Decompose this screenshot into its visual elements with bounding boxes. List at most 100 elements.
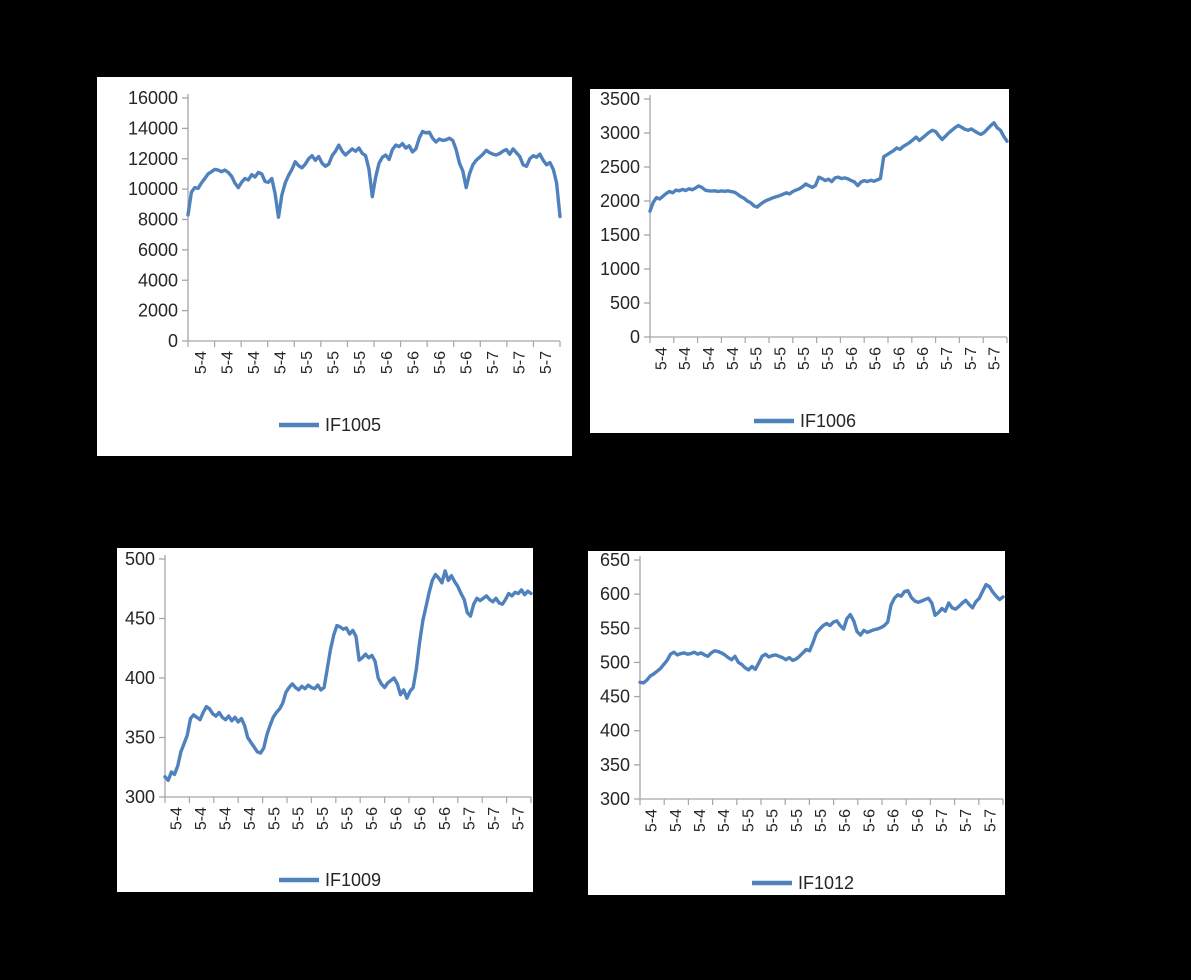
x-tick-label: 5-5 bbox=[315, 807, 332, 830]
x-tick-label: 5-5 bbox=[820, 347, 837, 370]
x-tick-label: 5-6 bbox=[413, 807, 430, 830]
x-tick-label: 5-5 bbox=[299, 351, 316, 374]
y-tick-label: 14000 bbox=[128, 118, 178, 138]
x-tick-label: 5-6 bbox=[459, 351, 476, 374]
x-tick-label: 5-5 bbox=[765, 809, 782, 832]
x-tick-label: 5-6 bbox=[379, 351, 396, 374]
y-tick-label: 400 bbox=[600, 721, 630, 741]
x-tick-label: 5-6 bbox=[837, 809, 854, 832]
x-tick-label: 5-6 bbox=[861, 809, 878, 832]
y-tick-label: 3000 bbox=[600, 123, 640, 143]
x-tick-label: 5-5 bbox=[352, 351, 369, 374]
x-tick-label: 5-6 bbox=[868, 347, 885, 370]
x-tick-label: 5-5 bbox=[291, 807, 308, 830]
x-tick-label: 5-4 bbox=[677, 347, 694, 370]
x-tick-label: 5-5 bbox=[772, 347, 789, 370]
chart-panel-if1006: 3500 3000 2500 2000 1500 1000 500 0 5-4 5-4 5-4 5-4… bbox=[590, 89, 1009, 433]
x-tick-label: 5-4 bbox=[273, 351, 290, 374]
y-tick-label: 8000 bbox=[138, 210, 178, 230]
line-chart-if1012: 650 600 550 500 450 400 350 300 5-4 5-4 5-4 5-4 5-5 5… bbox=[600, 551, 1005, 893]
y-tick-label: 350 bbox=[125, 728, 155, 748]
x-tick-label: 5-5 bbox=[796, 347, 813, 370]
y-tick-label: 0 bbox=[630, 327, 640, 347]
y-tick-label: 2000 bbox=[138, 301, 178, 321]
y-tick-label: 6000 bbox=[138, 240, 178, 260]
x-tick-label: 5-7 bbox=[934, 809, 951, 832]
x-tick-label: 5-7 bbox=[987, 347, 1004, 370]
y-tick-label: 4000 bbox=[138, 270, 178, 290]
x-tick-label: 5-6 bbox=[915, 347, 932, 370]
x-tick-label: 5-4 bbox=[193, 807, 210, 830]
y-tick-label: 16000 bbox=[128, 88, 178, 108]
y-tick-label: 500 bbox=[125, 549, 155, 569]
y-tick-label: 500 bbox=[600, 652, 630, 672]
legend-label: IF1006 bbox=[800, 411, 856, 431]
x-tick-label: 5-4 bbox=[692, 809, 709, 832]
y-tick-label: 450 bbox=[125, 609, 155, 629]
x-tick-label: 5-7 bbox=[963, 347, 980, 370]
x-tick-label: 5-5 bbox=[789, 809, 806, 832]
x-tick-label: 5-7 bbox=[486, 807, 503, 830]
x-tick-label: 5-5 bbox=[340, 807, 357, 830]
x-tick-label: 5-5 bbox=[326, 351, 343, 374]
x-tick-label: 5-7 bbox=[939, 347, 956, 370]
series-line-if1006 bbox=[648, 121, 1009, 213]
line-chart-if1005: 16000 14000 12000 10000 8000 6000 4000 2000 0 5-4… bbox=[128, 88, 562, 435]
x-tick-label: 5-6 bbox=[388, 807, 405, 830]
x-tick-label: 5-7 bbox=[982, 809, 999, 832]
x-tick-label: 5-6 bbox=[405, 351, 422, 374]
y-tick-label: 550 bbox=[600, 618, 630, 638]
x-tick-label: 5-6 bbox=[432, 351, 449, 374]
y-tick-label: 500 bbox=[610, 293, 640, 313]
x-tick-label: 5-4 bbox=[644, 809, 661, 832]
x-tick-label: 5-7 bbox=[958, 809, 975, 832]
y-tick-label: 3500 bbox=[600, 89, 640, 109]
x-tick-label: 5-4 bbox=[653, 347, 670, 370]
x-tick-label: 5-4 bbox=[716, 809, 733, 832]
y-tick-label: 300 bbox=[600, 789, 630, 809]
x-tick-label: 5-6 bbox=[437, 807, 454, 830]
y-tick-label: 450 bbox=[600, 687, 630, 707]
x-tick-label: 5-5 bbox=[813, 809, 830, 832]
x-tick-label: 5-5 bbox=[266, 807, 283, 830]
series-line-if1005 bbox=[186, 129, 562, 219]
y-tick-label: 300 bbox=[125, 787, 155, 807]
x-tick-label: 5-6 bbox=[886, 809, 903, 832]
legend-label: IF1009 bbox=[325, 870, 381, 890]
x-tick-label: 5-6 bbox=[364, 807, 381, 830]
x-tick-label: 5-5 bbox=[749, 347, 766, 370]
x-tick-label: 5-5 bbox=[740, 809, 757, 832]
x-tick-label: 5-6 bbox=[891, 347, 908, 370]
y-tick-label: 2500 bbox=[600, 157, 640, 177]
x-tick-label: 5-4 bbox=[668, 809, 685, 832]
y-tick-label: 650 bbox=[600, 551, 630, 570]
x-tick-label: 5-4 bbox=[169, 807, 186, 830]
chart-panel-if1009: 500 450 400 350 300 5-4 5-4 5-4 5-4 5-5 5-5 5-5 5-5 5… bbox=[117, 548, 533, 892]
legend-label: IF1005 bbox=[325, 415, 381, 435]
line-chart-if1006: 3500 3000 2500 2000 1500 1000 500 0 5-4 5-4 5-4 5-4… bbox=[600, 89, 1009, 431]
x-tick-label: 5-7 bbox=[512, 351, 529, 374]
x-tick-label: 5-4 bbox=[242, 807, 259, 830]
chart-panel-if1005: 16000 14000 12000 10000 8000 6000 4000 2000 0 5-4… bbox=[97, 77, 572, 456]
line-chart-if1009: 500 450 400 350 300 5-4 5-4 5-4 5-4 5-5 5-5 5-5 5-5 5… bbox=[125, 549, 533, 890]
x-tick-label: 5-4 bbox=[246, 351, 263, 374]
x-tick-label: 5-4 bbox=[218, 807, 235, 830]
y-tick-label: 400 bbox=[125, 668, 155, 688]
x-tick-label: 5-7 bbox=[485, 351, 502, 374]
x-tick-label: 5-7 bbox=[462, 807, 479, 830]
y-tick-label: 10000 bbox=[128, 179, 178, 199]
y-tick-label: 12000 bbox=[128, 149, 178, 169]
series-line-if1012 bbox=[638, 582, 1005, 685]
y-tick-label: 0 bbox=[168, 331, 178, 351]
y-tick-label: 1500 bbox=[600, 225, 640, 245]
series-line-if1009 bbox=[163, 569, 533, 783]
y-tick-label: 350 bbox=[600, 755, 630, 775]
x-tick-label: 5-7 bbox=[538, 351, 555, 374]
y-tick-label: 600 bbox=[600, 584, 630, 604]
legend-label: IF1012 bbox=[798, 873, 854, 893]
x-tick-label: 5-6 bbox=[910, 809, 927, 832]
x-tick-label: 5-6 bbox=[844, 347, 861, 370]
x-tick-label: 5-4 bbox=[701, 347, 718, 370]
x-tick-label: 5-4 bbox=[219, 351, 236, 374]
